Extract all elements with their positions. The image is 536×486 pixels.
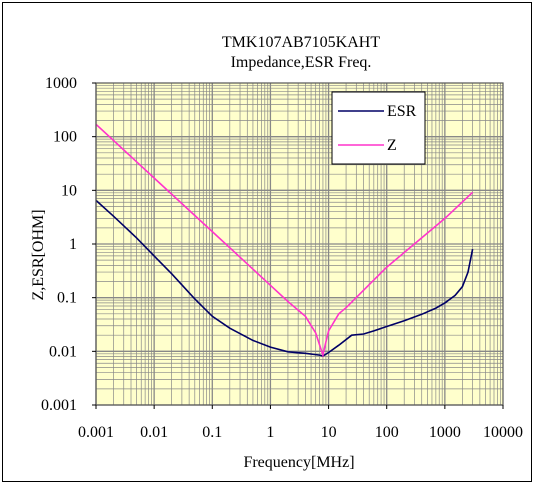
y-tick-label: 1000 (45, 75, 77, 92)
series-line-z (95, 123, 474, 359)
legend-label-esr: ESR (387, 103, 417, 120)
chart-subtitle: Impedance,ESR Freq. (231, 54, 372, 71)
chart-title: TMK107AB7105KAHT (222, 34, 380, 51)
y-tick-label: 1 (69, 236, 77, 253)
x-tick-label: 1000 (429, 424, 461, 441)
series-line-esr (95, 199, 474, 357)
y-tick-label: 100 (53, 129, 77, 146)
y-tick-label: 0.001 (41, 397, 77, 414)
legend-label-z: Z (387, 137, 397, 154)
x-tick-label: 10 (321, 424, 337, 441)
legend (331, 91, 426, 165)
x-axis-label: Frequency[MHz] (243, 454, 354, 471)
x-tick-label: 10000 (483, 424, 523, 441)
chart-frame: TMK107AB7105KAHT Impedance,ESR Freq. 0.0… (2, 2, 532, 482)
y-tick-label: 10 (61, 182, 77, 199)
x-tick-label: 0.01 (140, 424, 168, 441)
x-tick-label: 1 (266, 424, 274, 441)
y-tick-label: 0.01 (49, 343, 77, 360)
y-tick-label: 0.1 (57, 290, 77, 307)
x-tick-label: 100 (375, 424, 399, 441)
y-axis-label: Z,ESR[OHM] (30, 209, 47, 300)
impedance-esr-chart: TMK107AB7105KAHT Impedance,ESR Freq. 0.0… (30, 34, 523, 471)
x-tick-label: 0.1 (202, 424, 222, 441)
x-tick-label: 0.001 (78, 424, 114, 441)
